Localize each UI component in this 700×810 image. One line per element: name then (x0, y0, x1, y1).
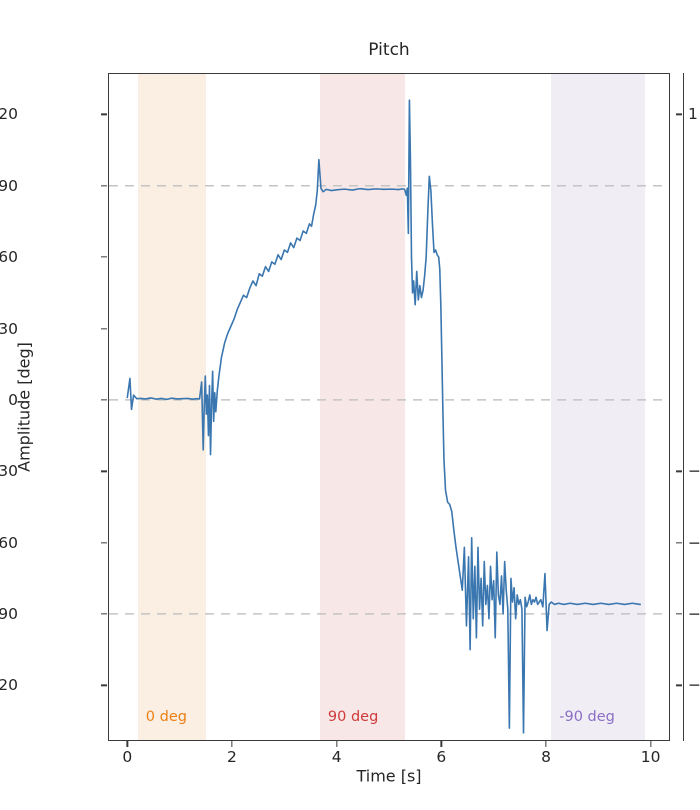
adjacent-panel-left-spine (683, 73, 685, 741)
shaded-span (319, 74, 405, 740)
x-tick-label: 10 (640, 748, 661, 766)
plot-axes[interactable]: 0 deg 90 deg -90 deg (108, 73, 670, 741)
y-tick-mark (101, 684, 107, 686)
x-tick-mark (336, 741, 338, 747)
y-tick-mark (101, 399, 107, 401)
y-tick-mark (101, 185, 107, 187)
plot-clip-area: 0 deg 90 deg -90 deg (109, 74, 669, 740)
y-tick-label: 30 (0, 319, 18, 338)
adjacent-panel-tick-mark (676, 684, 682, 686)
x-axis-label: Time [s] (356, 766, 422, 786)
y-tick-label: 120 (0, 105, 18, 124)
reference-line-group (109, 185, 669, 615)
y-tick-label: 90 (0, 176, 18, 195)
y-tick-label: 60 (0, 248, 18, 267)
adjacent-panel-tick-mark (676, 541, 682, 544)
shaded-span (137, 74, 206, 740)
span-annotation: -90 deg (559, 708, 615, 725)
x-tick-mark (231, 741, 233, 747)
y-tick-mark (101, 541, 107, 544)
y-tick-mark (101, 327, 107, 330)
y-tick-mark (101, 113, 107, 116)
x-tick-label: 6 (436, 748, 447, 766)
y-tick-label: −90 (0, 604, 18, 623)
x-tick-mark (545, 741, 547, 747)
shaded-span (551, 74, 646, 740)
span-annotation: 0 deg (145, 708, 187, 725)
y-tick-label: −30 (0, 462, 18, 481)
y-tick-mark (101, 470, 107, 472)
chart-title: Pitch (368, 40, 410, 60)
y-tick-label: −60 (0, 533, 18, 552)
y-tick-label: 0 (8, 390, 18, 409)
adjacent-panel-tick-label: − (688, 462, 700, 481)
y-tick-mark (101, 613, 107, 615)
adjacent-panel-tick-label: −1 (688, 676, 700, 695)
adjacent-panel-tick-mark (676, 613, 682, 615)
data-series-svg (109, 99, 669, 734)
adjacent-panel-tick-label: 1 (688, 105, 698, 124)
adjacent-panel-tick-label: − (688, 604, 700, 623)
x-tick-label: 0 (122, 748, 133, 766)
y-tick-label: −120 (0, 676, 18, 695)
adjacent-panel-tick-mark (676, 113, 682, 116)
x-tick-label: 2 (227, 748, 237, 766)
x-tick-label: 8 (541, 748, 551, 766)
pitch-data-line (126, 99, 642, 734)
x-tick-mark (126, 741, 128, 747)
span-annotation: 90 deg (327, 708, 379, 725)
x-tick-mark (440, 741, 442, 747)
x-tick-mark (650, 741, 652, 747)
x-tick-label: 4 (331, 748, 342, 766)
adjacent-panel-tick-label: − (688, 533, 700, 552)
y-tick-mark (101, 256, 107, 258)
adjacent-panel-tick-mark (676, 470, 682, 472)
